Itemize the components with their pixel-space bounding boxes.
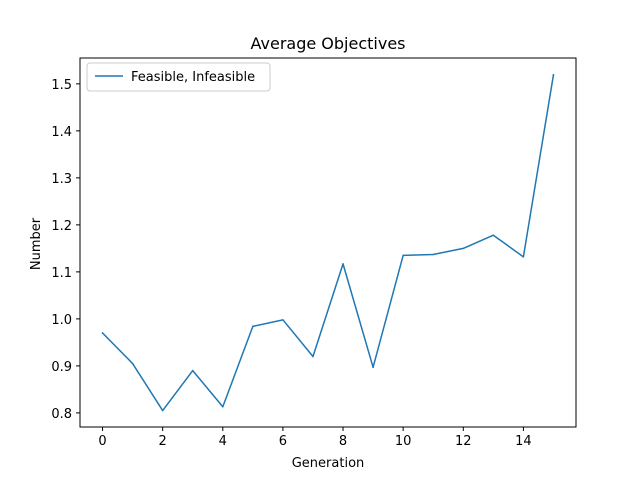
data-point-0-5 xyxy=(252,325,254,328)
data-point-0-14 xyxy=(522,256,525,258)
data-point-0-7 xyxy=(312,355,314,358)
data-point-0-9 xyxy=(372,366,374,369)
data-point-0-0 xyxy=(101,332,104,334)
data-point-0-4 xyxy=(222,406,224,408)
legend-box xyxy=(86,62,271,92)
y-tick-label-2: 1.0 xyxy=(51,313,72,328)
data-point-0-6 xyxy=(282,319,284,321)
data-point-0-12 xyxy=(462,247,465,250)
x-tick-label-3: 6 xyxy=(279,434,287,449)
y-axis-label: Number xyxy=(29,217,44,270)
y-tick-label-5: 1.3 xyxy=(51,172,72,187)
chart-title: Average Objectives xyxy=(251,34,406,53)
x-tick-label-1: 2 xyxy=(159,434,167,449)
plot-frame xyxy=(79,57,577,428)
data-point-0-15 xyxy=(552,74,555,76)
x-tick-label-0: 0 xyxy=(98,434,106,449)
x-tick-label-6: 12 xyxy=(455,434,472,449)
data-point-0-10 xyxy=(402,254,404,257)
x-tick-label-7: 14 xyxy=(515,434,532,449)
x-tick-label-4: 8 xyxy=(339,434,347,449)
data-point-0-13 xyxy=(492,234,495,236)
y-tick-label-6: 1.4 xyxy=(51,125,72,140)
y-tick-label-1: 0.9 xyxy=(51,360,72,375)
y-tick-label-0: 0.8 xyxy=(51,407,72,422)
data-point-0-2 xyxy=(161,409,164,412)
data-point-0-11 xyxy=(432,253,434,256)
data-point-0-3 xyxy=(191,369,194,372)
x-tick-label-2: 4 xyxy=(219,434,227,449)
y-tick-label-3: 1.1 xyxy=(51,266,72,281)
data-point-0-1 xyxy=(131,362,134,365)
x-axis-label: Generation xyxy=(292,456,365,471)
plot-area: 0 2 4 6 8 10 12 14 0.8 0.9 1.0 1.1 1.2 1.3 1.4 1.5 xyxy=(51,57,577,449)
y-tick-label-7: 1.5 xyxy=(51,78,72,93)
legend-label-feasible-infeasible: Feasible, Infeasible xyxy=(131,70,255,85)
data-point-0-8 xyxy=(342,263,344,265)
y-tick-label-4: 1.2 xyxy=(51,219,72,234)
chart-legend: Feasible, Infeasible xyxy=(86,62,271,92)
x-tick-label-5: 10 xyxy=(395,434,412,449)
series-line-0 xyxy=(101,74,555,412)
